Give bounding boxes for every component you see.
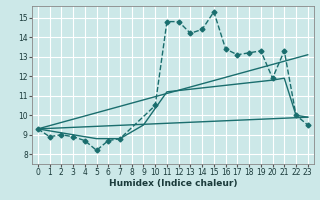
X-axis label: Humidex (Indice chaleur): Humidex (Indice chaleur) [108,179,237,188]
